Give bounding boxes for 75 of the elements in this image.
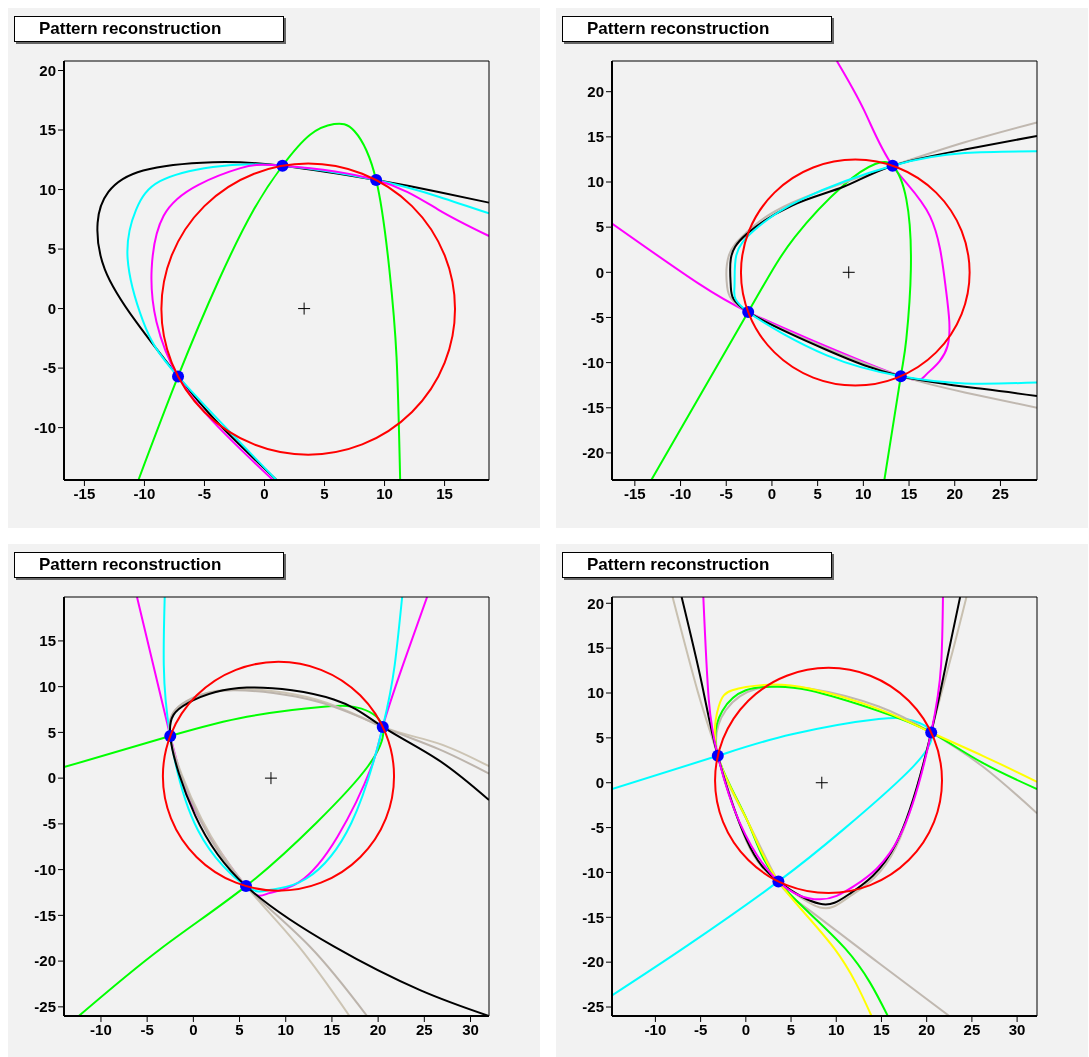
y-tick-label: 0 (47, 299, 56, 317)
y-tick-label: -10 (582, 353, 604, 371)
y-tick-label: 15 (587, 128, 604, 146)
y-tick-label: 5 (47, 723, 56, 741)
y-tick-label: -20 (582, 444, 604, 462)
y-tick-label: -5 (42, 815, 56, 833)
y-tick-label: 20 (587, 594, 604, 612)
x-tick-label: 25 (992, 484, 1009, 502)
y-tick-label: 15 (39, 121, 56, 139)
y-tick-label: 5 (595, 729, 604, 747)
x-tick-label: 5 (320, 484, 329, 502)
x-tick-label: 10 (277, 1020, 295, 1038)
x-tick-label: 10 (376, 484, 393, 502)
y-tick-label: 10 (587, 684, 604, 702)
x-tick-label: -10 (90, 1020, 112, 1038)
y-tick-label: 15 (39, 632, 56, 650)
line-series (702, 597, 944, 901)
x-tick-label: -5 (719, 484, 733, 502)
y-tick-label: 15 (587, 639, 604, 657)
y-tick-label: -10 (34, 860, 56, 878)
y-tick-label: -15 (34, 906, 56, 924)
x-tick-label: 15 (873, 1020, 890, 1038)
x-tick-label: -10 (644, 1020, 667, 1038)
x-tick-label: 25 (963, 1020, 981, 1038)
y-tick-label: -15 (582, 399, 604, 417)
x-tick-label: 0 (260, 484, 269, 502)
y-tick-label: 0 (47, 769, 56, 787)
chart-title: Pattern reconstruction (14, 552, 284, 578)
x-tick-label: 15 (323, 1020, 341, 1038)
x-tick-label: 15 (900, 484, 918, 502)
y-tick-label: -5 (590, 308, 604, 326)
x-tick-label: 25 (415, 1020, 433, 1038)
y-tick-label: -25 (582, 998, 604, 1016)
x-tick-label: 10 (855, 484, 872, 502)
x-tick-label: -5 (693, 1020, 708, 1038)
x-tick-label: 20 (918, 1020, 936, 1038)
x-tick-label: 30 (462, 1020, 479, 1038)
chart-title: Pattern reconstruction (14, 16, 284, 42)
y-tick-label: -15 (582, 908, 604, 926)
chart-title: Pattern reconstruction (562, 552, 832, 578)
x-tick-label: 0 (189, 1020, 198, 1038)
x-tick-label: -5 (140, 1020, 154, 1038)
x-tick-label: -15 (624, 484, 646, 502)
y-tick-label: -25 (34, 998, 56, 1016)
line-series (137, 122, 402, 480)
x-tick-label: 30 (1008, 1020, 1026, 1038)
x-tick-label: 5 (235, 1020, 244, 1038)
y-tick-label: 20 (39, 61, 56, 79)
x-tick-label: -15 (73, 484, 96, 502)
y-tick-label: 10 (587, 173, 604, 191)
x-tick-label: -10 (669, 484, 692, 502)
x-tick-label: 20 (369, 1020, 387, 1038)
y-tick-label: 10 (39, 180, 56, 198)
y-tick-label: -5 (590, 818, 604, 836)
y-tick-label: 0 (595, 774, 604, 792)
x-tick-label: 15 (436, 484, 453, 502)
x-tick-label: 5 (813, 484, 822, 502)
chart-title: Pattern reconstruction (562, 16, 832, 42)
x-tick-label: 10 (827, 1020, 845, 1038)
x-tick-label: 0 (741, 1020, 750, 1038)
y-tick-label: -20 (34, 952, 56, 970)
y-tick-label: -20 (582, 953, 604, 971)
y-tick-label: -10 (34, 418, 56, 436)
x-tick-label: 20 (946, 484, 964, 502)
y-tick-label: 20 (587, 83, 604, 101)
y-tick-label: 0 (595, 263, 604, 281)
x-tick-label: 5 (786, 1020, 796, 1038)
y-tick-label: -10 (582, 863, 604, 881)
y-tick-label: 5 (47, 240, 56, 258)
x-tick-label: -5 (197, 484, 212, 502)
y-tick-label: -5 (42, 359, 56, 377)
y-tick-label: 5 (595, 218, 604, 236)
x-tick-label: 0 (767, 484, 777, 502)
x-tick-label: -10 (133, 484, 156, 502)
y-tick-label: 10 (39, 677, 56, 695)
